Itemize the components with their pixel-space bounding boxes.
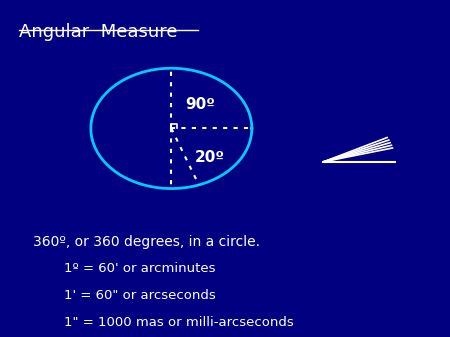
Text: 1º = 60' or arcminutes: 1º = 60' or arcminutes [64,262,216,275]
Text: Angular  Measure: Angular Measure [19,23,178,41]
Text: 20º: 20º [194,150,225,165]
Text: 1' = 60" or arcseconds: 1' = 60" or arcseconds [64,289,216,302]
Text: 90º: 90º [186,97,216,112]
Text: 360º, or 360 degrees, in a circle.: 360º, or 360 degrees, in a circle. [33,235,260,249]
Text: 1" = 1000 mas or milli-arcseconds: 1" = 1000 mas or milli-arcseconds [64,315,294,329]
